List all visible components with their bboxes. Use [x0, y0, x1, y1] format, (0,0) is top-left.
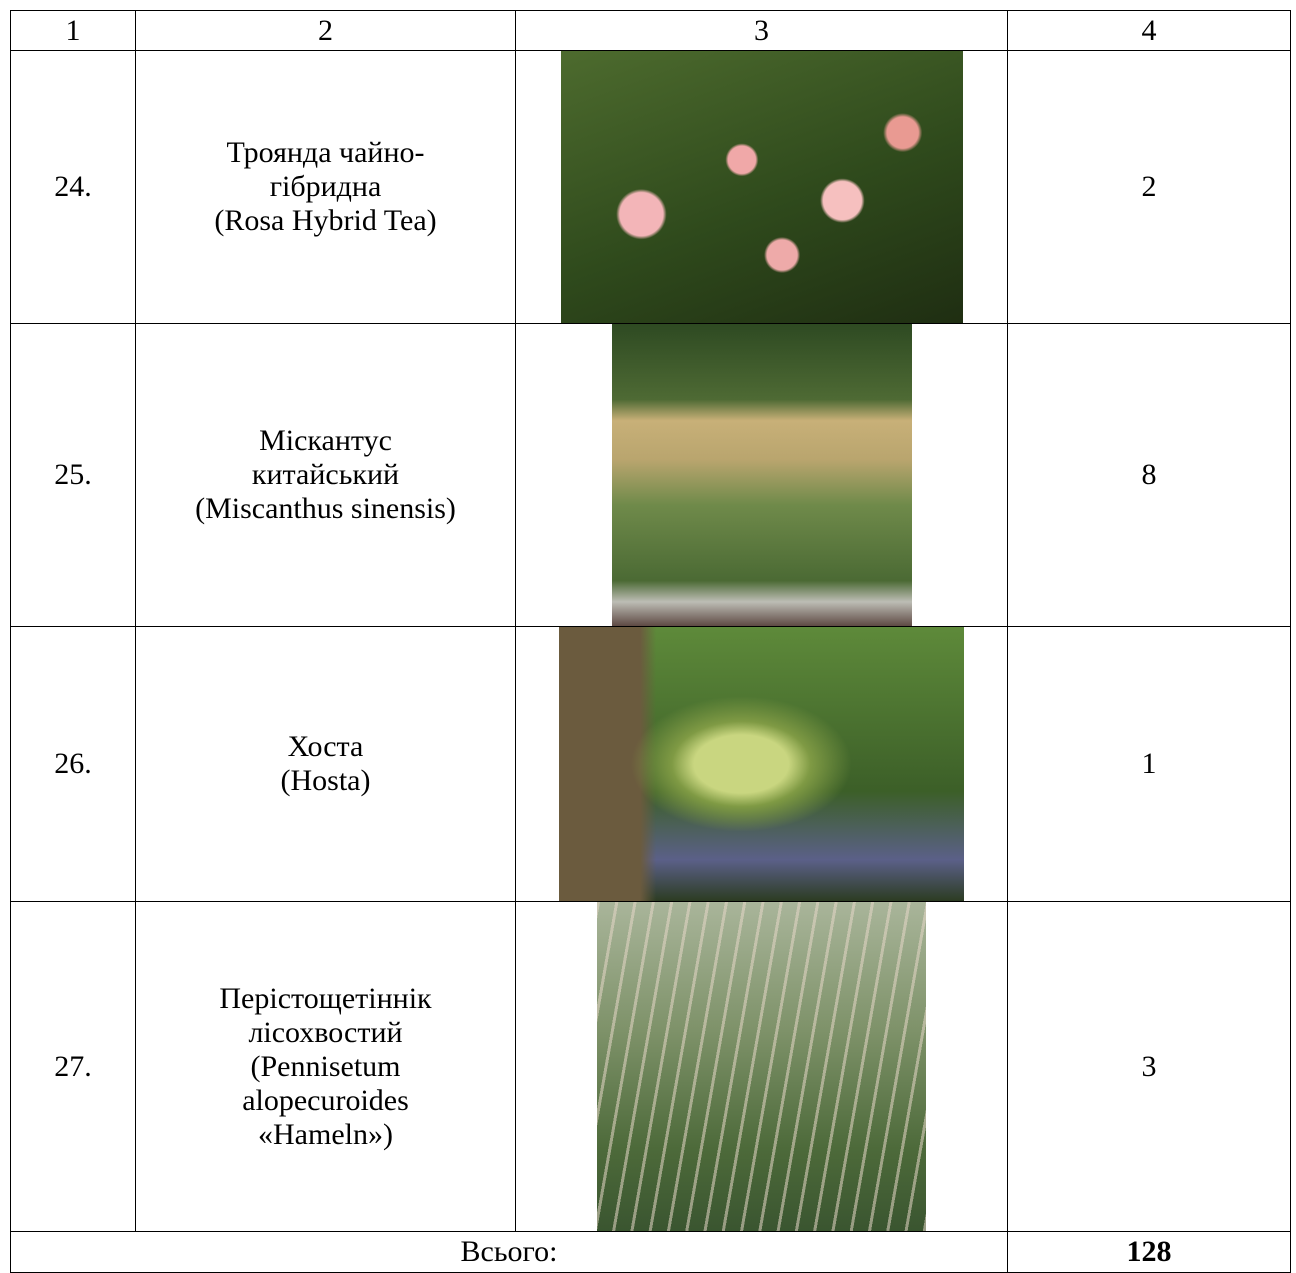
- name-line: (Rosa Hybrid Tea): [136, 204, 515, 238]
- plant-row: 26.Хоста(Hosta) 1: [11, 627, 1291, 902]
- plant-name: Хоста(Hosta): [136, 627, 516, 902]
- name-line: Міскантус: [136, 424, 515, 458]
- quantity: 8: [1008, 324, 1291, 627]
- header-cell: 1: [11, 11, 136, 51]
- name-line: лісохвостий: [136, 1016, 515, 1050]
- quantity: 1: [1008, 627, 1291, 902]
- total-label: Всього:: [11, 1232, 1008, 1273]
- name-line: (Hosta): [136, 764, 515, 798]
- name-line: гібридна: [136, 170, 515, 204]
- name-line: Перістощетіннік: [136, 982, 515, 1016]
- plant-name: Троянда чайно-гібридна(Rosa Hybrid Tea): [136, 51, 516, 324]
- photo-cell: [516, 902, 1008, 1232]
- name-line: Хоста: [136, 730, 515, 764]
- name-line: (Miscanthus sinensis): [136, 492, 515, 526]
- header-cell: 4: [1008, 11, 1291, 51]
- name-line: китайський: [136, 458, 515, 492]
- name-line: alopecuroides: [136, 1084, 515, 1118]
- plant-photo: [561, 51, 963, 323]
- total-row: Всього:128: [11, 1232, 1291, 1273]
- plant-photo: [597, 902, 926, 1231]
- name-line: Троянда чайно-: [136, 136, 515, 170]
- header-cell: 3: [516, 11, 1008, 51]
- name-line: (Pennisetum: [136, 1050, 515, 1084]
- quantity: 2: [1008, 51, 1291, 324]
- plant-photo: [612, 324, 912, 626]
- plant-photo: [559, 627, 964, 901]
- row-number: 26.: [11, 627, 136, 902]
- row-number: 25.: [11, 324, 136, 627]
- header-cell: 2: [136, 11, 516, 51]
- plant-row: 24.Троянда чайно-гібридна(Rosa Hybrid Te…: [11, 51, 1291, 324]
- name-line: «Hameln»): [136, 1118, 515, 1152]
- row-number: 24.: [11, 51, 136, 324]
- photo-cell: [516, 627, 1008, 902]
- photo-cell: [516, 51, 1008, 324]
- photo-cell: [516, 324, 1008, 627]
- quantity: 3: [1008, 902, 1291, 1232]
- total-value: 128: [1008, 1232, 1291, 1273]
- page: {"table": { "header": ["1", "2", "3", "4…: [0, 0, 1296, 1270]
- row-number: 27.: [11, 902, 136, 1232]
